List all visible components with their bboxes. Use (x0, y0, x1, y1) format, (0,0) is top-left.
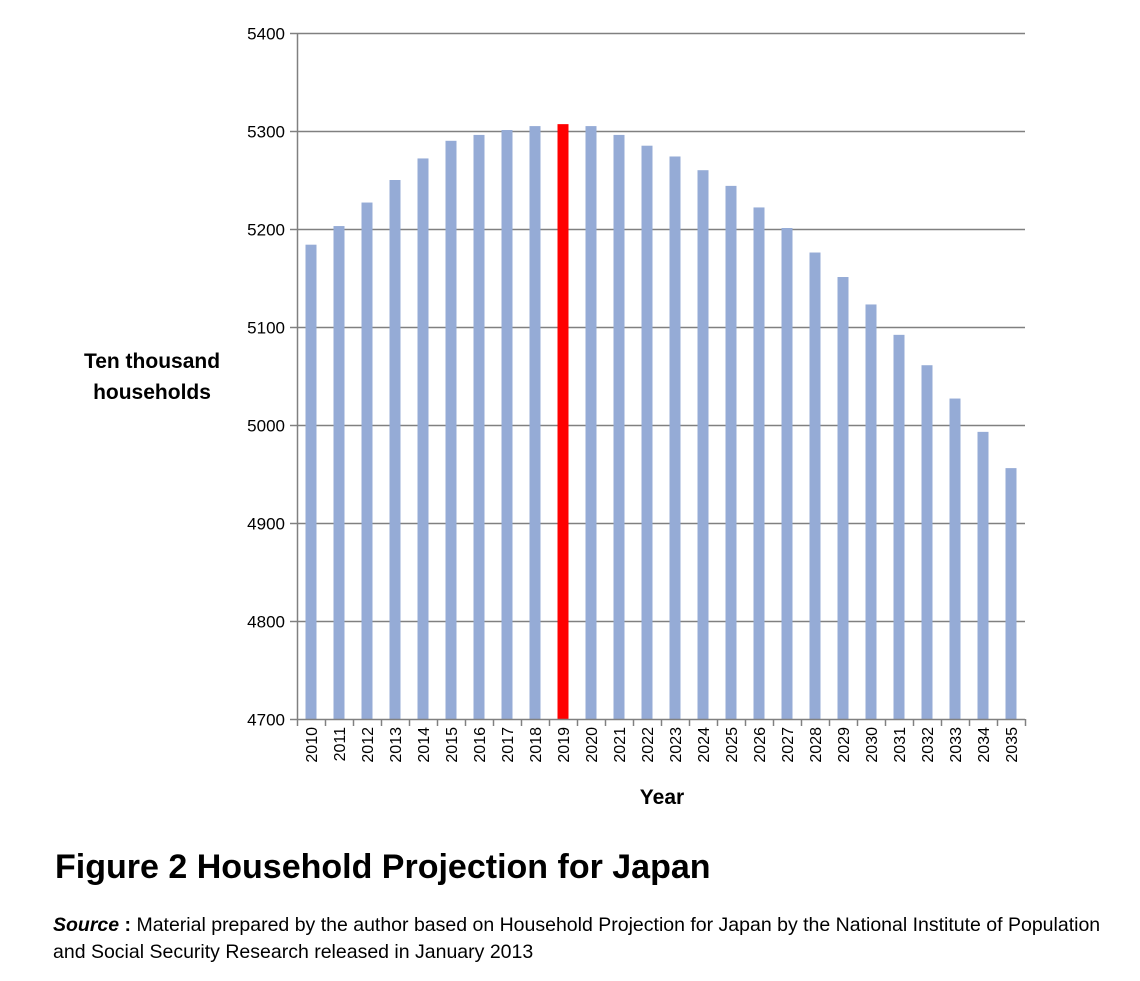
x-tick-label: 2033 (948, 727, 965, 763)
y-axis-title: Ten thousand households (60, 346, 244, 408)
bar-2011 (333, 226, 345, 719)
x-tick-label: 2015 (444, 727, 461, 763)
bar-2012 (361, 202, 373, 720)
bar-2016 (473, 134, 485, 720)
bar-chart: 4700 4800 4900 5000 5100 5200 5300 5400 2010 2011… (247, 25, 1027, 763)
y-axis-title-line-2: households (93, 381, 211, 404)
bar-2027 (781, 228, 793, 719)
bar-2032 (921, 365, 933, 719)
bar-2018 (529, 126, 541, 720)
x-tick-label: 2026 (752, 727, 769, 763)
bar-2022 (641, 145, 653, 719)
x-axis-title: Year (639, 786, 685, 809)
x-tick-label: 2035 (1004, 727, 1021, 763)
y-axis-title-line-1: Ten thousand (83, 350, 221, 373)
bar-2013 (389, 180, 401, 719)
x-tick-label: 2032 (920, 727, 937, 763)
y-tick-label: 4800 (247, 613, 285, 632)
x-tick-label: 2025 (724, 727, 741, 763)
x-tick-label: 2023 (668, 727, 685, 763)
x-tick-label: 2014 (416, 727, 433, 763)
bar-2034 (977, 431, 989, 719)
x-tick-label: 2034 (976, 727, 993, 763)
x-tick-label: 2011 (332, 727, 349, 762)
x-tick-label: 2010 (304, 727, 321, 763)
bar-2030 (865, 304, 877, 719)
figure-title: Figure 2 Household Projection for Japan (55, 848, 711, 886)
x-tick-label: 2013 (388, 727, 405, 763)
x-tick-label: 2019 (556, 727, 573, 763)
x-tick-label: 2018 (528, 727, 545, 763)
bar-2021 (613, 134, 625, 720)
source-note: Source : Material prepared by the author… (53, 912, 1113, 966)
bar-2023 (669, 156, 681, 720)
source-label: Source (53, 914, 120, 936)
bar-2035 (1005, 468, 1017, 719)
y-tick-label: 5400 (247, 25, 285, 44)
y-tick-label: 5100 (247, 319, 285, 338)
bar-2031 (893, 334, 905, 719)
y-tick-label: 5300 (247, 123, 285, 142)
source-text: Material prepared by the author based on… (53, 914, 1101, 963)
bar-2017 (501, 130, 513, 719)
bar-2026 (753, 207, 765, 719)
y-tick-label: 5200 (247, 221, 285, 240)
bar-2020 (585, 126, 597, 720)
x-tick-label: 2012 (360, 727, 377, 763)
bar-2033 (949, 398, 961, 719)
x-tick-label: 2022 (640, 727, 657, 763)
y-tick-label: 4900 (247, 515, 285, 534)
x-tick-label: 2028 (808, 727, 825, 763)
y-tick-label: 5000 (247, 417, 285, 436)
x-tick-label: 2016 (472, 727, 489, 763)
bar-2029 (837, 277, 849, 719)
bar-2028 (809, 252, 821, 719)
x-tick-label: 2021 (612, 727, 629, 763)
y-tick-label: 4700 (247, 711, 285, 730)
bar-2025 (725, 185, 737, 719)
bar-2024 (697, 170, 709, 719)
x-tick-label: 2020 (584, 727, 601, 763)
x-tick-label: 2027 (780, 727, 797, 763)
x-tick-label: 2024 (696, 727, 713, 763)
x-tick-label: 2031 (892, 727, 909, 763)
chart-area: 4700 4800 4900 5000 5100 5200 5300 5400 2010 2011… (60, 25, 1027, 809)
bar-2019 (557, 124, 569, 719)
bar-2014 (417, 158, 429, 719)
x-tick-label: 2017 (500, 727, 517, 763)
x-tick-label: 2029 (836, 727, 853, 763)
bar-2015 (445, 140, 457, 720)
source-colon: : (119, 914, 132, 936)
bar-2010 (305, 244, 317, 719)
x-tick-label: 2030 (864, 727, 881, 763)
